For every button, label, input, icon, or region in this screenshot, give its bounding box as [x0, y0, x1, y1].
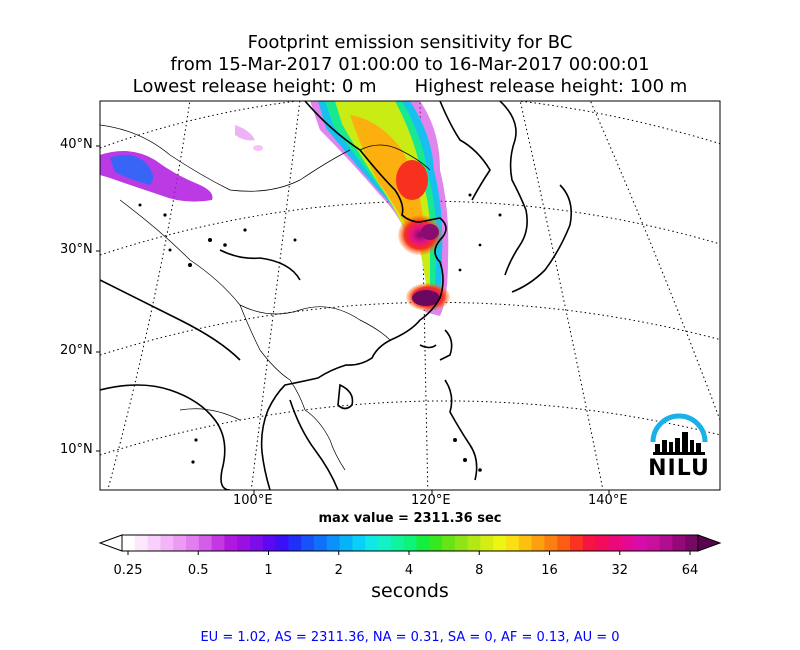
colorbar-cell	[506, 535, 520, 551]
colorbar-units: seconds	[371, 580, 449, 602]
colorbar-cell	[288, 535, 302, 551]
map-frame	[99, 100, 721, 491]
colorbar-cell	[416, 535, 430, 551]
colorbar-cell	[480, 535, 494, 551]
colorbar-cell	[518, 535, 533, 551]
colorbar-cell	[160, 535, 174, 551]
colorbar-cell	[314, 535, 328, 551]
colorbar-cell	[493, 535, 507, 551]
region-statistics: EU = 1.02, AS = 2311.36, NA = 0.31, SA =…	[200, 630, 620, 645]
colorbar-tick-label: 8	[475, 563, 484, 578]
colorbar-cell	[429, 535, 443, 551]
colorbar-frame	[121, 534, 699, 552]
lon-label-140e: 140°E	[588, 493, 628, 508]
colorbar-cell	[570, 535, 584, 551]
colorbar-cell	[339, 535, 353, 551]
lowest-release-height: Lowest release height: 0 m	[132, 76, 377, 97]
colorbar-tick-label: 64	[681, 563, 699, 578]
lat-label-20n: 20°N	[60, 343, 93, 358]
colorbar-cell	[198, 535, 213, 551]
colorbar-cell	[608, 535, 622, 551]
colorbar-cell	[186, 535, 200, 551]
highest-release-height: Highest release height: 100 m	[414, 76, 688, 97]
colorbar-max-arrow	[697, 534, 722, 552]
colorbar-cell	[352, 535, 366, 551]
colorbar-cell	[365, 535, 379, 551]
colorbar-cell	[582, 535, 597, 551]
colorbar-cell	[147, 535, 161, 551]
colorbar-cell	[544, 535, 558, 551]
colorbar-cell	[211, 535, 225, 551]
colorbar-cell	[250, 535, 264, 551]
nilu-logo: NILU	[645, 410, 713, 484]
colorbar-cell	[275, 535, 289, 551]
colorbar-cell	[672, 535, 686, 551]
colorbar-cell	[646, 535, 661, 551]
colorbar-cell	[301, 535, 315, 551]
colorbar-cell	[595, 535, 609, 551]
colorbar-cell	[237, 535, 251, 551]
coastlines	[100, 101, 573, 490]
colorbar-cell	[378, 535, 392, 551]
colorbar-tick-label: 4	[404, 563, 414, 578]
max-value: max value = 2311.36 sec	[318, 511, 502, 526]
release-heights: Lowest release height: 0 m Highest releas…	[0, 76, 800, 98]
country-borders	[100, 124, 431, 471]
colorbar-cell	[262, 535, 277, 551]
colorbar-cell	[454, 535, 469, 551]
nilu-logo-text: NILU	[648, 456, 710, 481]
islands	[138, 193, 502, 472]
colorbar-tick-label: 0.5	[187, 563, 209, 578]
colorbar-cell	[467, 535, 481, 551]
colorbar-cell	[531, 535, 545, 551]
lat-label-30n: 30°N	[60, 242, 93, 257]
colorbar-min-arrow	[98, 534, 123, 552]
colorbar-cells	[122, 535, 699, 551]
colorbar-cell	[122, 535, 136, 551]
lon-label-100e: 100°E	[233, 493, 273, 508]
colorbar-tick-label: 2	[334, 563, 343, 578]
colorbar-tick-label: 0.25	[113, 563, 143, 578]
lat-label-40n: 40°N	[60, 137, 93, 152]
colorbar-cell	[659, 535, 673, 551]
map-time-range: from 15-Mar-2017 01:00:00 to 16-Mar-2017…	[170, 54, 650, 75]
nilu-logo-mark	[650, 413, 708, 455]
colorbar-cell	[685, 535, 699, 551]
colorbar-cell	[224, 535, 238, 551]
colorbar-cell	[390, 535, 405, 551]
axis-ticks	[96, 145, 610, 494]
colorbar-cell	[621, 535, 635, 551]
map-title: Footprint emission sensitivity for BC	[247, 32, 573, 53]
colorbar-cell	[326, 535, 341, 551]
lat-label-10n: 10°N	[60, 442, 93, 457]
colorbar-cell	[557, 535, 571, 551]
colorbar-tick-label: 1	[264, 563, 273, 578]
colorbar-cell	[442, 535, 456, 551]
colorbar-cell	[173, 535, 187, 551]
colorbar-cell	[634, 535, 648, 551]
colorbar-cell	[134, 535, 149, 551]
colorbar-tick-label: 32	[611, 563, 629, 578]
colorbar-cell	[403, 535, 417, 551]
lon-label-120e: 120°E	[411, 493, 451, 508]
colorbar-tick-label: 16	[541, 563, 558, 578]
